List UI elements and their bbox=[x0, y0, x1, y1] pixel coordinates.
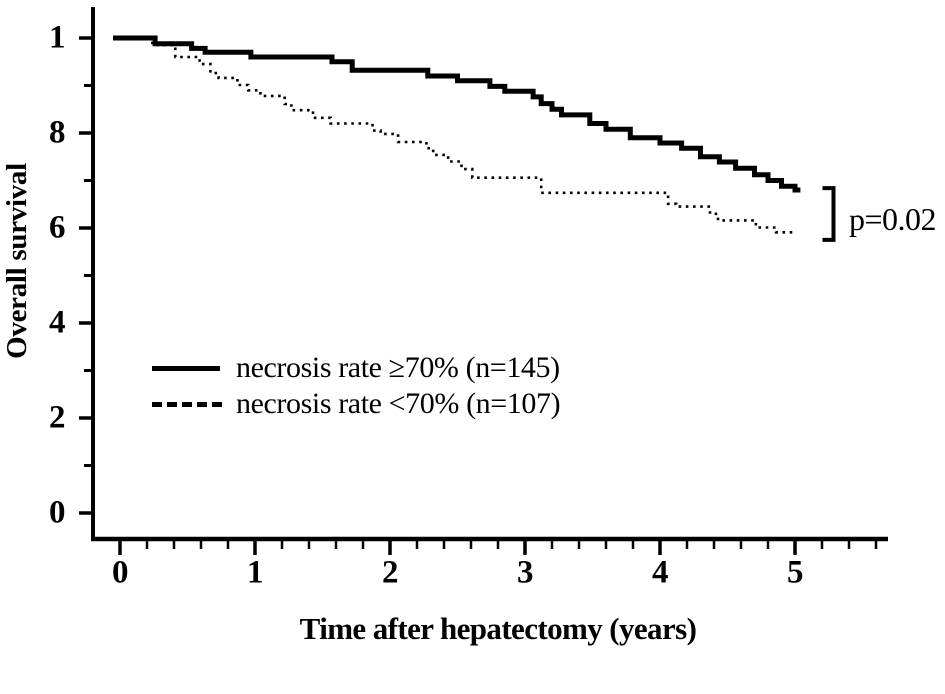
x-tick-label: 4 bbox=[652, 554, 669, 591]
legend-item-solid: necrosis rate ≥70% (n=145) bbox=[152, 350, 560, 386]
x-tick-label: 1 bbox=[247, 554, 264, 591]
y-tick-label: 8 bbox=[49, 114, 66, 151]
x-tick-label: 2 bbox=[382, 554, 399, 591]
solid-line-sample-icon bbox=[152, 365, 220, 371]
curve-dotted bbox=[120, 36, 794, 237]
dashed-line-sample-icon bbox=[152, 401, 225, 407]
x-tick-label: 3 bbox=[517, 554, 534, 591]
legend: necrosis rate ≥70% (n=145) necrosis rate… bbox=[152, 350, 561, 422]
p-value-bracket bbox=[822, 186, 836, 242]
x-tick-label: 0 bbox=[112, 554, 129, 591]
curve-solid bbox=[113, 35, 801, 193]
legend-item-dashed: necrosis rate <70% (n=107) bbox=[152, 386, 561, 422]
y-tick-label: 0 bbox=[49, 494, 66, 531]
legend-label-solid: necrosis rate ≥70% (n=145) bbox=[236, 351, 560, 384]
y-axis-title: Overall survival bbox=[1, 163, 33, 359]
y-tick-label: 2 bbox=[49, 399, 66, 436]
x-axis-title: Time after hepatectomy (years) bbox=[299, 611, 697, 646]
p-value-label: p=0.02 bbox=[849, 201, 937, 237]
legend-label-dashed: necrosis rate <70% (n=107) bbox=[236, 387, 561, 420]
x-tick-label: 5 bbox=[787, 554, 804, 591]
y-tick-label: 1 bbox=[49, 19, 66, 56]
y-tick-label: 4 bbox=[49, 304, 66, 341]
y-tick-label: 6 bbox=[49, 209, 66, 246]
